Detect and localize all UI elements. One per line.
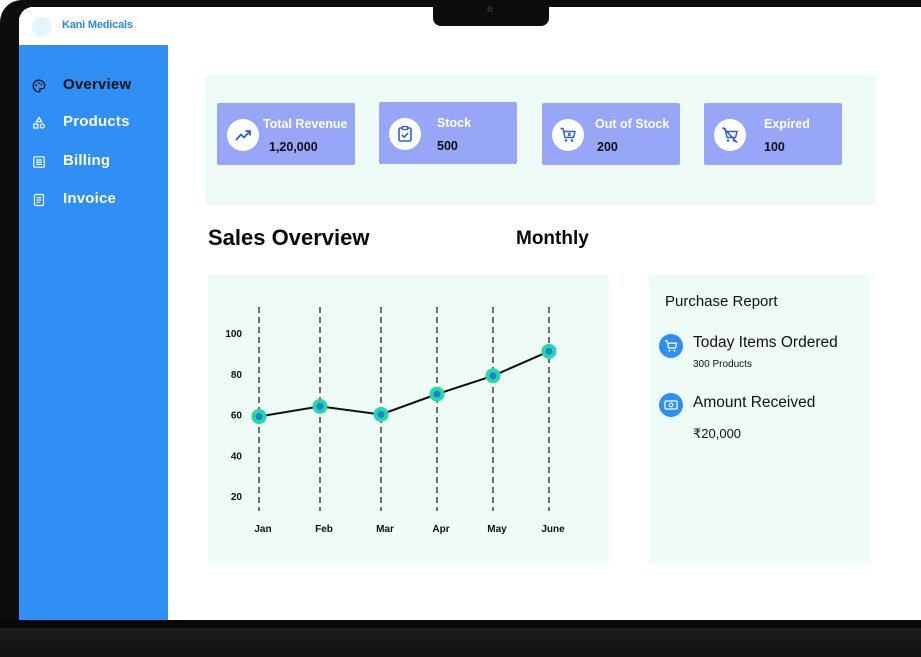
camera-icon xyxy=(487,6,493,12)
stat-label: Total Revenue xyxy=(263,117,348,131)
trending-up-icon xyxy=(235,130,251,141)
purchase-report-panel: Purchase Report Today Items Ordered 300 … xyxy=(649,275,870,563)
x-tick-label: Apr xyxy=(432,524,449,535)
sidebar-item-billing[interactable]: Billing xyxy=(19,147,168,177)
laptop-hinge xyxy=(0,620,921,628)
no-cart-icon xyxy=(722,126,738,144)
stat-label: Out of Stock xyxy=(595,117,670,131)
cart-icon xyxy=(560,127,576,142)
receipt-icon xyxy=(33,193,45,207)
y-tick-label: 100 xyxy=(225,329,242,340)
list-icon xyxy=(33,156,45,168)
y-tick-label: 80 xyxy=(231,370,243,381)
stat-value: 500 xyxy=(437,139,458,153)
y-tick-label: 60 xyxy=(231,411,243,422)
stat-icon-badge xyxy=(552,119,584,151)
data-point-center xyxy=(489,372,497,380)
sidebar: Overview Products Billing xyxy=(19,45,168,620)
sidebar-item-label: Invoice xyxy=(63,190,117,207)
data-point-center xyxy=(255,413,263,421)
report-heading: Today Items Ordered xyxy=(693,334,838,351)
cart-icon xyxy=(665,340,678,352)
sales-chart-panel: 20 40 60 80 100 Jan Feb Mar Apr May June xyxy=(208,275,609,563)
stat-icon-badge xyxy=(714,119,746,151)
brand-name: Kani Medicals xyxy=(62,19,133,31)
x-tick-label: June xyxy=(541,524,565,535)
camera-notch xyxy=(433,0,549,26)
report-subtext: 300 Products xyxy=(693,359,752,370)
data-point-center xyxy=(433,390,441,398)
report-amount: ₹20,000 xyxy=(693,426,742,441)
series-line xyxy=(258,350,550,418)
clipboard-check-icon xyxy=(398,125,412,142)
data-point-center xyxy=(377,411,385,418)
sidebar-item-overview[interactable]: Overview xyxy=(19,71,168,101)
brand-logo-icon xyxy=(32,17,52,37)
stat-value: 100 xyxy=(764,140,785,154)
app-screen: Kani Medicals Overview Products xyxy=(19,7,921,620)
x-tick-label: May xyxy=(487,524,507,535)
stats-panel: Total Revenue 1,20,000 Stock 500 xyxy=(205,75,876,205)
cash-icon xyxy=(664,400,678,410)
report-icon-badge xyxy=(659,334,683,358)
sidebar-item-label: Products xyxy=(63,113,130,130)
stat-card-total-revenue[interactable]: Total Revenue 1,20,000 xyxy=(217,103,355,165)
report-icon-badge xyxy=(659,393,683,417)
stat-card-out-of-stock[interactable]: Out of Stock 200 xyxy=(542,103,680,165)
x-tick-label: Jan xyxy=(254,524,271,535)
y-tick-label: 40 xyxy=(231,451,243,462)
report-title: Purchase Report xyxy=(665,293,778,310)
stat-label: Stock xyxy=(437,116,472,130)
stat-label: Expired xyxy=(764,117,810,131)
x-tick-label: Mar xyxy=(376,524,394,535)
sales-line-chart: 20 40 60 80 100 Jan Feb Mar Apr May June xyxy=(225,307,565,535)
period-selector[interactable]: Monthly xyxy=(516,228,589,249)
stat-value: 200 xyxy=(597,140,618,154)
stat-card-expired[interactable]: Expired 100 xyxy=(704,103,842,165)
data-point-center xyxy=(316,402,324,410)
sidebar-item-invoice[interactable]: Invoice xyxy=(19,185,168,215)
sidebar-item-products[interactable]: Products xyxy=(19,108,168,138)
stat-icon-badge xyxy=(227,119,259,151)
sidebar-item-label: Overview xyxy=(63,76,132,93)
y-tick-label: 20 xyxy=(231,492,243,503)
shapes-icon xyxy=(33,116,45,129)
report-heading: Amount Received xyxy=(693,394,816,411)
stat-value: 1,20,000 xyxy=(269,140,318,154)
sidebar-item-label: Billing xyxy=(63,152,111,169)
stat-card-stock[interactable]: Stock 500 xyxy=(379,102,517,164)
data-point-center xyxy=(545,347,553,355)
sales-overview-title: Sales Overview xyxy=(208,225,370,250)
brand-header[interactable]: Kani Medicals xyxy=(19,7,168,45)
x-tick-label: Feb xyxy=(315,524,333,535)
palette-icon xyxy=(32,79,46,93)
stat-icon-badge xyxy=(389,118,421,150)
